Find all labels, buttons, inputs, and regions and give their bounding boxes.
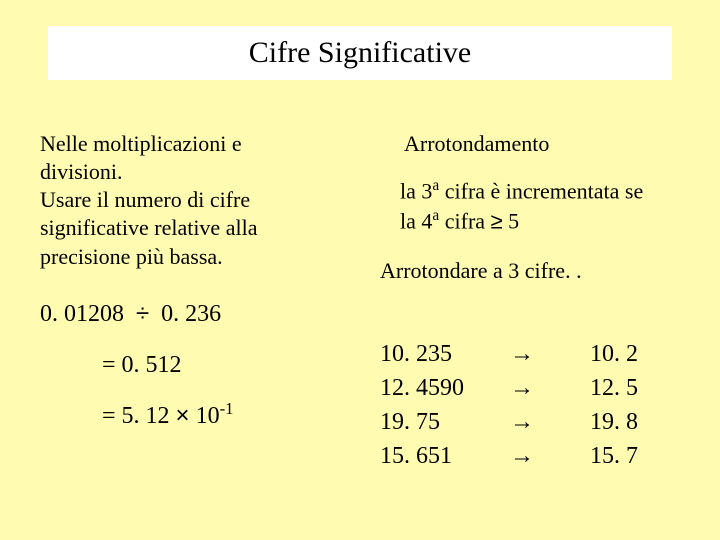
round-output: 19. 8 xyxy=(590,409,670,436)
right-column: Arrotondamento la 3a cifra è incrementat… xyxy=(380,130,700,307)
round-input: 10. 235 xyxy=(380,341,510,368)
table-row: 19. 75 → 19. 8 xyxy=(380,408,670,442)
para-line: divisioni. xyxy=(40,158,350,186)
rule-text: la 3 xyxy=(400,178,432,203)
title-box: Cifre Significative xyxy=(48,26,672,80)
ge-op: ≥ xyxy=(491,208,503,233)
rounding-instruction: Arrotondare a 3 cifre. . xyxy=(380,257,700,285)
calculation-block: 0. 01208 ÷ 0. 236 = 0. 512 = 5. 12 × 10-… xyxy=(40,300,350,430)
round-output: 12. 5 xyxy=(590,375,670,402)
equals-sign: = xyxy=(102,352,116,378)
arrow-icon: → xyxy=(510,408,590,436)
calc-line-1: 0. 01208 ÷ 0. 236 xyxy=(40,300,350,328)
rule-text: cifra xyxy=(439,208,490,233)
arrow-icon: → xyxy=(510,442,590,470)
calc-operand-b: 0. 236 xyxy=(161,301,221,327)
round-input: 15. 651 xyxy=(380,443,510,470)
calc-line-2: = 0. 512 xyxy=(102,352,350,379)
left-paragraph: Nelle moltiplicazioni e divisioni. Usare… xyxy=(40,130,350,271)
arrow-icon: → xyxy=(510,340,590,368)
page-title: Cifre Significative xyxy=(249,36,471,70)
round-input: 19. 75 xyxy=(380,409,510,436)
table-row: 15. 651 → 15. 7 xyxy=(380,442,670,476)
arrow-icon: → xyxy=(510,374,590,402)
division-op: ÷ xyxy=(136,300,149,327)
table-row: 12. 4590 → 12. 5 xyxy=(380,374,670,408)
rule-text: 5 xyxy=(503,208,520,233)
rounding-table: 10. 235 → 10. 2 12. 4590 → 12. 5 19. 75 … xyxy=(380,340,670,476)
calc-result-1: 0. 512 xyxy=(122,352,182,378)
round-input: 12. 4590 xyxy=(380,375,510,402)
calc-result-exp: -1 xyxy=(220,399,234,418)
times-op: × xyxy=(176,402,190,429)
calc-result-mantissa: 5. 12 xyxy=(122,403,170,429)
para-line: significative relative alla xyxy=(40,214,350,242)
rule-text: la 4 xyxy=(400,208,432,233)
equals-sign: = xyxy=(102,403,116,429)
rounding-rule: la 3a cifra è incrementata se la 4a cifr… xyxy=(400,176,700,235)
round-output: 10. 2 xyxy=(590,341,670,368)
calc-result-base: 10 xyxy=(196,403,220,429)
calc-operand-a: 0. 01208 xyxy=(40,301,124,327)
para-line: precisione più bassa. xyxy=(40,243,350,271)
rule-text: cifra è incrementata se xyxy=(439,178,643,203)
rounding-heading: Arrotondamento xyxy=(404,130,700,158)
calc-line-3: = 5. 12 × 10-1 xyxy=(102,399,350,430)
para-line: Nelle moltiplicazioni e xyxy=(40,130,350,158)
round-output: 15. 7 xyxy=(590,443,670,470)
para-line: Usare il numero di cifre xyxy=(40,186,350,214)
table-row: 10. 235 → 10. 2 xyxy=(380,340,670,374)
